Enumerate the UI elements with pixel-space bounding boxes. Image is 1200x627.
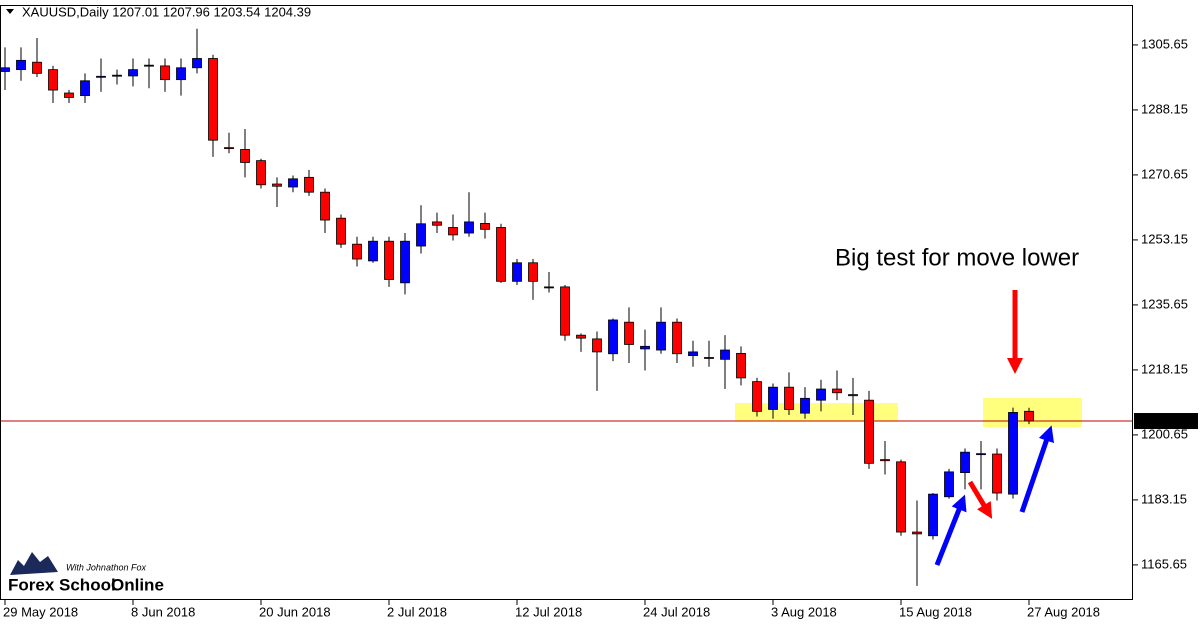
candle-body bbox=[240, 149, 250, 163]
y-tick-label: 1165.65 bbox=[1141, 556, 1187, 571]
candle-body bbox=[112, 74, 122, 77]
candle-body bbox=[400, 240, 410, 284]
candle-body bbox=[336, 217, 346, 245]
logo-name-accent: Online bbox=[111, 575, 164, 594]
candle-body bbox=[224, 147, 234, 150]
y-tick-label: 1183.15 bbox=[1141, 491, 1187, 506]
logo-name: Forex School bbox=[8, 575, 116, 594]
y-tick-label: 1200.65 bbox=[1141, 426, 1188, 441]
arrow bbox=[934, 494, 967, 566]
x-tick-label: 27 Aug 2018 bbox=[1027, 604, 1100, 619]
arrow bbox=[1019, 425, 1054, 513]
x-tick-label: 15 Aug 2018 bbox=[899, 604, 972, 619]
candle-body bbox=[544, 286, 554, 289]
candle-body bbox=[784, 386, 794, 410]
candle-body bbox=[496, 227, 506, 282]
candle-body bbox=[464, 221, 474, 234]
chart-title: XAUUSD,Daily 1207.01 1207.96 1203.54 120… bbox=[22, 4, 311, 19]
candle-body bbox=[752, 381, 762, 412]
candle-body bbox=[64, 92, 74, 98]
candle-body bbox=[432, 221, 442, 226]
current-price-box bbox=[1134, 413, 1198, 430]
candle-body bbox=[256, 160, 266, 186]
candle-body bbox=[80, 80, 90, 97]
candle-body bbox=[880, 459, 890, 462]
candle-body bbox=[800, 397, 810, 414]
candle-body bbox=[592, 338, 602, 353]
logo-tagline: With Johnathon Fox bbox=[66, 562, 146, 572]
candle-body bbox=[352, 243, 362, 260]
candle-body bbox=[976, 453, 986, 456]
candle-body bbox=[1024, 410, 1034, 422]
candle-body bbox=[272, 183, 282, 187]
candle-body bbox=[944, 471, 954, 498]
x-tick-label: 12 Jul 2018 bbox=[515, 604, 582, 619]
candle-body bbox=[288, 178, 298, 188]
candle-body bbox=[320, 191, 330, 221]
candle-body bbox=[816, 388, 826, 401]
candle-body bbox=[560, 286, 570, 336]
y-tick-label: 1270.65 bbox=[1141, 166, 1188, 181]
candle-body bbox=[384, 240, 394, 280]
x-tick-label: 29 May 2018 bbox=[3, 604, 78, 619]
x-tick-label: 20 Jun 2018 bbox=[259, 604, 331, 619]
menu-triangle bbox=[6, 9, 14, 14]
candle-body bbox=[176, 67, 186, 81]
candle-body bbox=[832, 388, 842, 394]
candle-body bbox=[912, 531, 922, 535]
current-price-label: 1204.39 bbox=[1139, 412, 1186, 427]
candle-body bbox=[448, 227, 458, 236]
candle-body bbox=[864, 399, 874, 464]
candle-body bbox=[1008, 412, 1018, 495]
candle-body bbox=[640, 345, 650, 350]
arrow bbox=[967, 480, 993, 519]
candle-body bbox=[656, 321, 666, 351]
candle-body bbox=[720, 349, 730, 360]
candle-body bbox=[160, 65, 170, 81]
candle-body bbox=[96, 75, 106, 78]
x-tick-label: 2 Jul 2018 bbox=[387, 604, 447, 619]
y-tick-label: 1305.65 bbox=[1141, 36, 1188, 51]
y-tick-label: 1235.65 bbox=[1141, 296, 1188, 311]
candle-body bbox=[208, 58, 218, 141]
candle-body bbox=[848, 394, 858, 397]
candle-body bbox=[992, 453, 1002, 494]
candle-body bbox=[16, 59, 26, 71]
candle-body bbox=[32, 61, 42, 74]
candle-body bbox=[624, 321, 634, 345]
candle-body bbox=[512, 262, 522, 282]
candle-body bbox=[768, 386, 778, 410]
y-tick-label: 1253.15 bbox=[1141, 231, 1188, 246]
candle-body bbox=[672, 321, 682, 355]
y-tick-label: 1288.15 bbox=[1141, 101, 1188, 116]
candle-body bbox=[0, 67, 10, 72]
candle-body bbox=[608, 319, 618, 355]
x-tick-label: 24 Jul 2018 bbox=[643, 604, 710, 619]
candle-body bbox=[576, 334, 586, 339]
candle-body bbox=[192, 58, 202, 69]
candle-body bbox=[304, 176, 314, 193]
plot-border bbox=[0, 5, 1133, 600]
candle-body bbox=[48, 69, 58, 91]
candle-body bbox=[528, 262, 538, 282]
candle-body bbox=[928, 493, 938, 537]
candle-body bbox=[416, 223, 426, 247]
candle-body bbox=[736, 352, 746, 379]
candle-body bbox=[960, 451, 970, 474]
x-tick-label: 3 Aug 2018 bbox=[771, 604, 837, 619]
candle-body bbox=[896, 461, 906, 533]
candle-body bbox=[368, 240, 378, 262]
candle-body bbox=[688, 351, 698, 357]
candle-body bbox=[128, 69, 138, 77]
x-tick-label: 8 Jun 2018 bbox=[131, 604, 195, 619]
candle-body bbox=[704, 357, 714, 359]
candle-body bbox=[144, 64, 154, 67]
y-tick-label: 1218.15 bbox=[1141, 361, 1188, 376]
annotation: Big test for move lower bbox=[835, 244, 1079, 271]
candle-body bbox=[480, 222, 490, 230]
logo-icon bbox=[10, 552, 58, 575]
